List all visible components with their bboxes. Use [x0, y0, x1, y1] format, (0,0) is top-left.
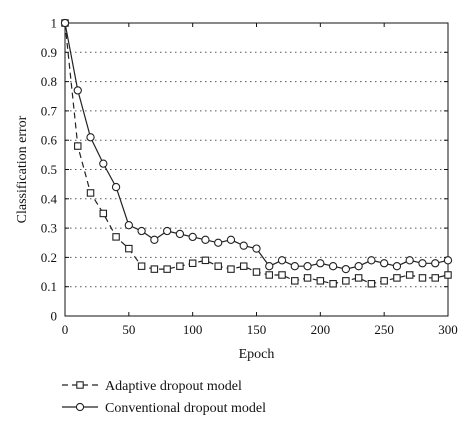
x-tick-label: 150 — [247, 322, 267, 337]
data-point-square — [367, 280, 376, 288]
data-point-square — [418, 274, 427, 282]
data-point-square — [329, 280, 337, 288]
data-point-circle — [277, 256, 287, 265]
data-point-square — [393, 274, 401, 282]
y-axis-label: Classification error — [15, 115, 30, 223]
legend-label: Conventional dropout model — [105, 401, 266, 416]
data-point-circle — [60, 18, 70, 28]
data-point-circle — [150, 235, 159, 244]
data-point-square — [188, 259, 197, 268]
data-point-circle — [99, 159, 108, 168]
data-point-square — [316, 277, 325, 285]
data-point-square — [444, 271, 452, 279]
data-point-square — [342, 277, 350, 285]
data-point-circle — [86, 133, 95, 142]
x-tick-label: 250 — [374, 322, 394, 337]
data-point-square — [214, 262, 222, 270]
y-tick-label: 0.7 — [41, 103, 58, 118]
data-point-circle — [137, 226, 146, 236]
data-point-circle — [367, 256, 376, 265]
data-point-circle — [303, 262, 312, 271]
data-point-square — [227, 265, 235, 273]
data-point-circle — [75, 402, 85, 412]
data-point-circle — [316, 259, 325, 268]
y-tick-label: 0.4 — [41, 191, 58, 206]
y-tick-label: 0.8 — [41, 74, 57, 89]
data-point-circle — [73, 86, 82, 95]
data-point-circle — [226, 235, 236, 244]
y-tick-label: 0.2 — [41, 250, 57, 265]
gridlines — [65, 51, 448, 288]
data-point-circle — [252, 244, 261, 253]
data-point-circle — [418, 259, 427, 268]
data-point-circle — [405, 256, 414, 265]
data-point-circle — [265, 262, 274, 271]
data-point-square — [354, 274, 363, 282]
y-tick-label: 0.3 — [41, 221, 57, 236]
data-point-circle — [162, 226, 172, 236]
x-tick-label: 100 — [183, 322, 203, 337]
series-conventional — [60, 18, 453, 274]
data-point-circle — [380, 259, 389, 268]
data-point-square — [163, 265, 171, 273]
data-point-circle — [328, 262, 338, 271]
data-point-circle — [341, 264, 351, 274]
data-point-square — [252, 268, 261, 276]
data-point-circle — [354, 262, 363, 271]
data-point-circle — [111, 182, 121, 192]
data-point-circle — [239, 241, 248, 250]
data-point-square — [125, 244, 133, 253]
y-tick-label: 0.1 — [41, 279, 57, 294]
y-tick-label: 0 — [51, 309, 58, 324]
x-tick-label: 300 — [438, 322, 458, 337]
data-point-square — [201, 256, 210, 265]
data-point-square — [380, 277, 388, 285]
legend-item: Adaptive dropout model — [62, 379, 242, 394]
data-point-square — [74, 142, 82, 150]
data-point-circle — [124, 221, 133, 230]
data-point-square — [278, 271, 286, 279]
data-point-square — [291, 277, 299, 285]
data-point-circle — [431, 259, 440, 268]
data-point-circle — [290, 262, 299, 271]
data-point-square — [99, 209, 108, 218]
data-point-circle — [443, 256, 453, 265]
y-tick-label: 0.9 — [41, 45, 57, 60]
data-point-circle — [392, 262, 402, 271]
data-point-circle — [188, 232, 197, 242]
data-point-square — [137, 262, 146, 270]
x-tick-label: 50 — [122, 322, 135, 337]
data-point-circle — [201, 235, 210, 244]
series-line — [64, 22, 449, 270]
legend-label: Adaptive dropout model — [105, 379, 242, 394]
data-point-square — [86, 189, 95, 197]
data-point-square — [150, 265, 159, 273]
y-tick-label: 0.6 — [41, 133, 58, 148]
series-adaptive — [61, 19, 452, 288]
series-layer — [60, 18, 453, 288]
data-point-circle — [214, 238, 223, 247]
data-point-square — [303, 274, 312, 282]
x-tick-label: 0 — [62, 322, 69, 337]
data-point-square — [431, 274, 439, 282]
data-point-square — [176, 262, 184, 270]
data-point-square — [76, 381, 84, 389]
x-axis-label: Epoch — [239, 347, 275, 362]
data-point-circle — [175, 229, 185, 239]
data-point-square — [112, 233, 120, 241]
data-point-square — [405, 271, 414, 279]
data-point-square — [265, 271, 274, 279]
x-tick-label: 200 — [311, 322, 331, 337]
axis-ticks: 0 0.1 0.2 0.3 0.4 0.5 0.6 0.7 0.8 0.9 1 0 50 100 150 20… — [41, 16, 458, 338]
y-tick-label: 1 — [51, 16, 58, 31]
legend: Adaptive dropout model Conventional dropo… — [62, 379, 266, 416]
data-point-square — [239, 262, 248, 270]
y-tick-label: 0.5 — [41, 162, 57, 177]
legend-item: Conventional dropout model — [62, 401, 266, 416]
